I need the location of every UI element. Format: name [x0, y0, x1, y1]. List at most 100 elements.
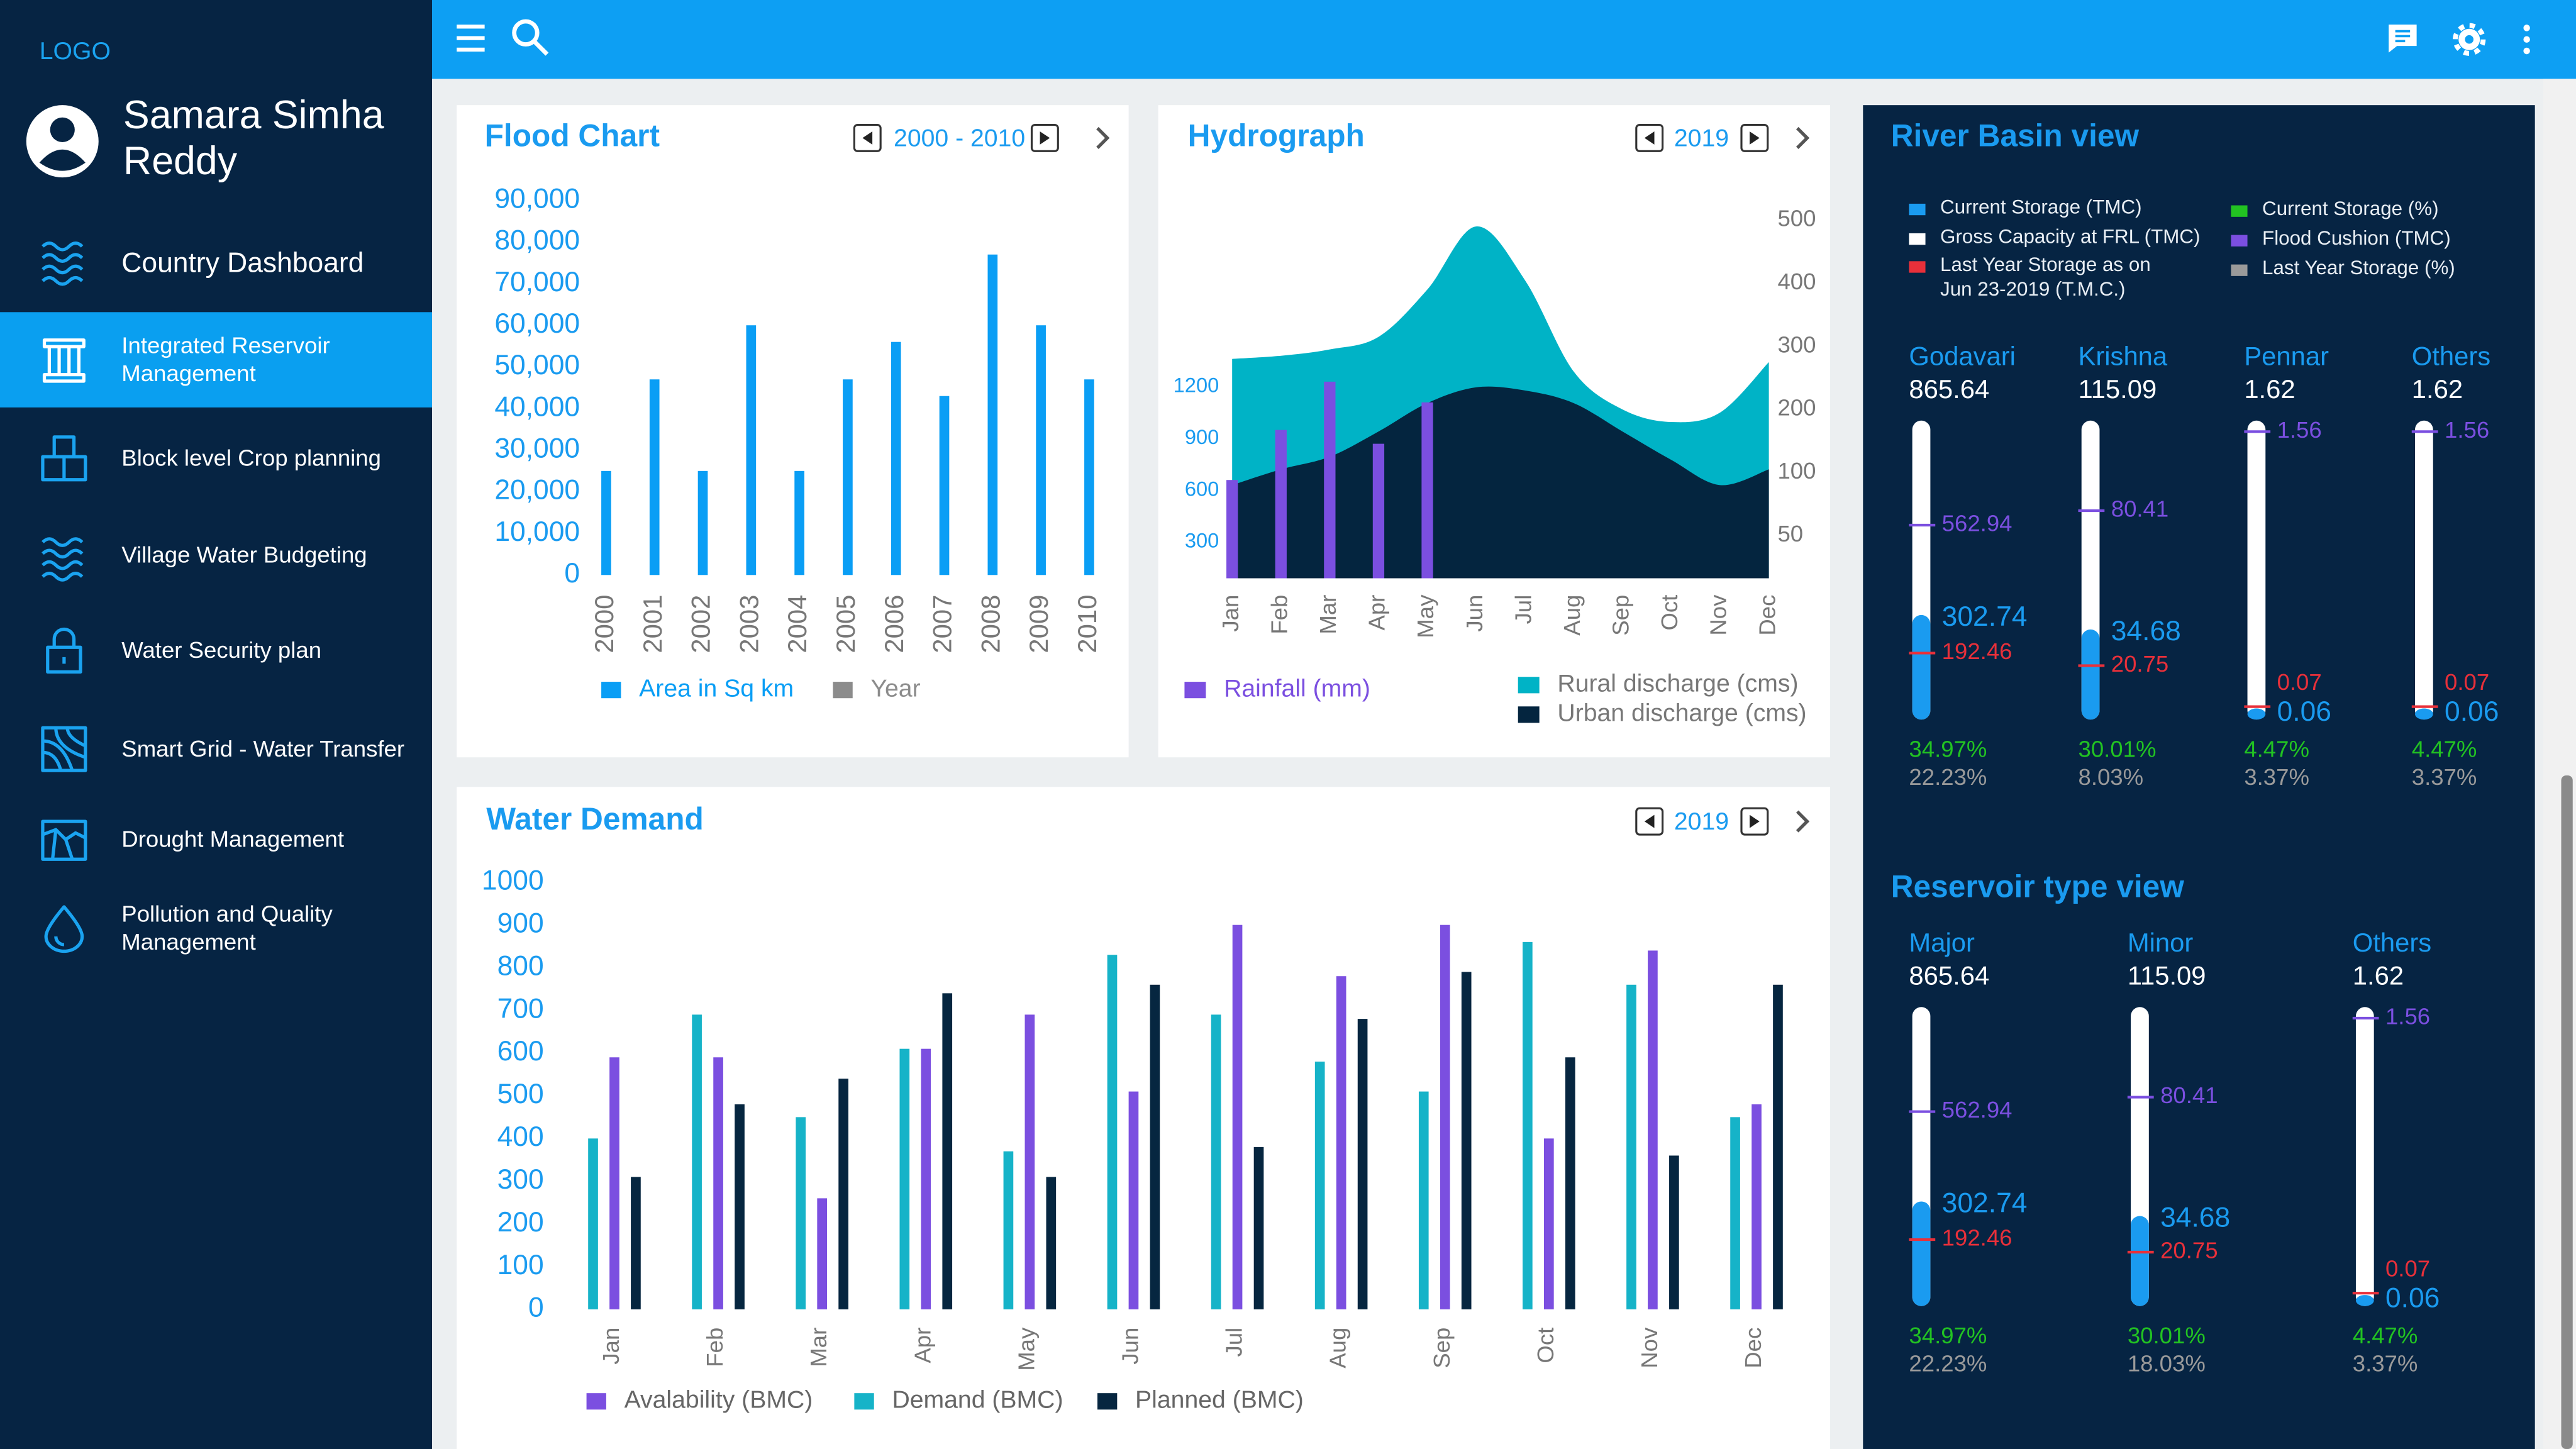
legend-swatch: [2231, 205, 2248, 217]
legend-label: Rainfall (mm): [1224, 675, 1370, 702]
bar: [1418, 1091, 1429, 1309]
settings-button[interactable]: [2453, 23, 2486, 56]
period-arrow: [1750, 131, 1760, 145]
bar: [746, 325, 757, 575]
period-box: [1740, 807, 1769, 836]
x-tick-label: 2001: [638, 595, 667, 653]
y-tick-label: 40,000: [494, 391, 580, 422]
period-step[interactable]: [1740, 123, 1769, 152]
bar: [692, 1014, 702, 1309]
bar: [1084, 379, 1094, 575]
x-tick-label: Oct: [1657, 595, 1682, 631]
y-tick-label: 1000: [482, 865, 544, 896]
item-total: 1.62: [2353, 960, 2404, 990]
menu-bar: [457, 36, 485, 40]
bar: [1752, 1104, 1762, 1309]
item-name: Godavari: [1909, 341, 2016, 371]
bar: [1421, 402, 1433, 579]
period-box: [853, 123, 882, 152]
search-button[interactable]: [512, 19, 549, 56]
menu-icon: [41, 726, 87, 772]
legend-swatch: [854, 1393, 874, 1410]
x-tick-label: 2003: [734, 595, 763, 653]
y-tick-label: 100: [497, 1250, 544, 1280]
period-arrow: [1644, 131, 1655, 145]
y2-tick-label: 100: [1777, 458, 1816, 484]
y-tick-label: 80,000: [494, 225, 580, 256]
x-tick-label: Sep: [1429, 1328, 1455, 1368]
menu-icon: [46, 627, 82, 674]
menu-bar: [457, 47, 485, 52]
menu-item[interactable]: Water Security plan: [121, 636, 322, 663]
menu-item[interactable]: Block level Crop planning: [121, 444, 381, 471]
y-tick-label: 300: [497, 1164, 544, 1195]
card-title: Flood Chart: [485, 118, 660, 153]
flood-card: [457, 105, 1129, 758]
bar: [1275, 430, 1287, 579]
menu-button[interactable]: [457, 25, 485, 52]
menu-icon: [42, 537, 84, 582]
bar: [796, 1117, 806, 1309]
menu-bar: [457, 25, 485, 29]
panel-title: River Basin view: [1891, 118, 2140, 153]
x-tick-label: Jan: [598, 1328, 624, 1365]
x-tick-label: Aug: [1325, 1328, 1351, 1368]
menu-item[interactable]: Integrated Reservoir Management: [121, 331, 330, 386]
menu-item[interactable]: Drought Management: [121, 825, 345, 852]
last-year-label: 192.46: [1942, 638, 2012, 664]
chat-lines: [2395, 30, 2411, 43]
last-year-label: 0.07: [2385, 1256, 2430, 1282]
item-name: Others: [2353, 928, 2431, 957]
search-lens: [512, 19, 540, 47]
flood-label: 1.56: [2445, 417, 2489, 443]
gear-teeth: [2453, 23, 2486, 56]
x-tick-label: 2000: [589, 595, 619, 653]
more-button[interactable]: [2523, 25, 2530, 55]
bar: [817, 1198, 828, 1309]
item-name: Krishna: [2078, 341, 2167, 371]
legend-label: Current Storage (%): [2262, 197, 2439, 221]
bar: [1565, 1057, 1575, 1309]
period-step[interactable]: [853, 123, 882, 152]
chevron[interactable]: [1096, 126, 1110, 149]
period-box: [1030, 123, 1059, 152]
last-year-label: 20.75: [2160, 1238, 2218, 1263]
search-handle: [532, 39, 549, 56]
period-step[interactable]: [1030, 123, 1059, 152]
period-step[interactable]: [1740, 807, 1769, 836]
menu-item[interactable]: Village Water Budgeting: [121, 541, 367, 568]
menu-item[interactable]: Country Dashboard: [121, 247, 364, 279]
legend-swatch: [1909, 203, 1926, 216]
x-tick-label: Nov: [1636, 1327, 1662, 1368]
chat-button[interactable]: [2389, 25, 2417, 53]
legend-swatch: [1518, 677, 1540, 694]
legend-label: Planned (BMC): [1135, 1387, 1304, 1414]
last-year-pct: 18.03%: [2128, 1350, 2206, 1376]
menu-item[interactable]: Smart Grid - Water Transfer: [121, 735, 405, 762]
legend-swatch: [1097, 1393, 1118, 1410]
tube-fill: [1912, 614, 1931, 720]
x-tick-label: Apr: [909, 1328, 935, 1363]
x-tick-label: Dec: [1754, 595, 1780, 636]
water-demand-card: [457, 787, 1831, 1449]
bar: [1150, 984, 1160, 1309]
item-total: 865.64: [1909, 960, 1989, 990]
period-step[interactable]: [1635, 807, 1664, 836]
river-panel: [1863, 105, 2535, 1449]
y-tick-label: 30,000: [494, 433, 580, 464]
tube-fill: [2415, 708, 2433, 720]
bar: [987, 254, 998, 575]
period-step[interactable]: [1635, 123, 1664, 152]
menu-item[interactable]: Pollution and Quality Management: [121, 900, 333, 955]
chevron[interactable]: [1796, 810, 1810, 833]
scroll-thumb[interactable]: [2561, 775, 2573, 1449]
bar: [735, 1104, 745, 1309]
x-tick-label: 2009: [1024, 595, 1053, 653]
gear-hole: [2465, 35, 2473, 44]
current-label: 34.68: [2111, 616, 2181, 647]
tube-fill: [2131, 1216, 2149, 1306]
chevron[interactable]: [1796, 126, 1810, 149]
y-tick-label: 700: [497, 993, 544, 1024]
current-pct: 30.01%: [2128, 1323, 2206, 1348]
